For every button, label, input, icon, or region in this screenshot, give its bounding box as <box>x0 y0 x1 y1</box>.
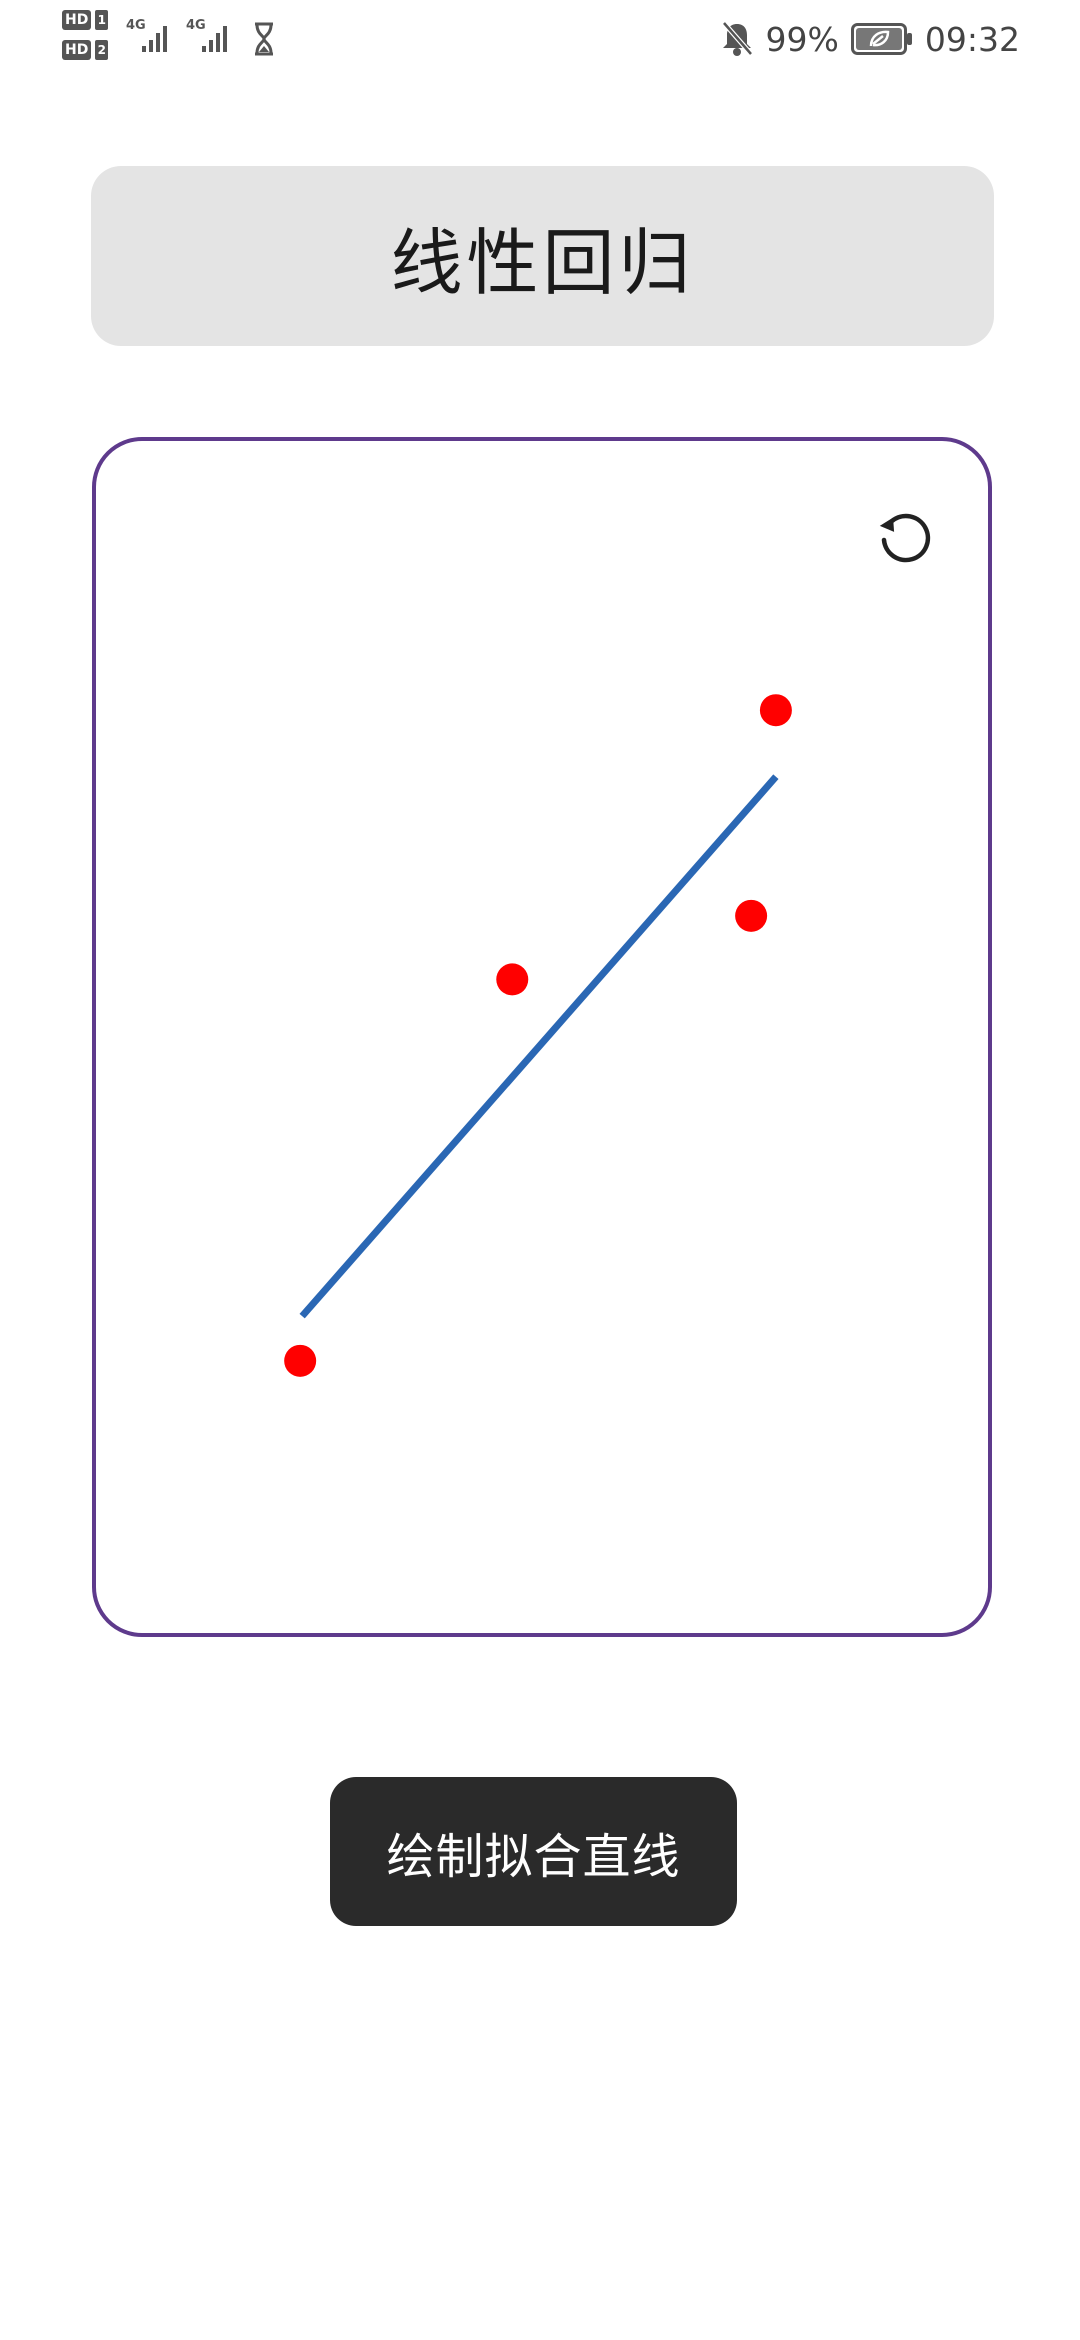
status-right: 99% 09:32 <box>720 14 1020 64</box>
battery-percent: 99% <box>765 19 839 59</box>
sim-badges: HD 1 HD 2 <box>62 8 118 68</box>
sim2-badge: HD 2 <box>62 38 118 62</box>
page-title: 线性回归 <box>390 220 695 305</box>
title-banner: 线性回归 <box>91 166 994 346</box>
battery-saver-icon <box>850 23 912 55</box>
hourglass-icon <box>255 22 273 56</box>
data-point-2 <box>496 963 529 996</box>
data-point-3 <box>735 899 768 932</box>
plot-canvas[interactable] <box>92 437 992 1637</box>
sim1-badge: HD 1 <box>62 8 118 32</box>
refresh-icon[interactable] <box>870 503 940 573</box>
fit-line <box>299 774 779 1319</box>
data-point-1 <box>284 1344 317 1377</box>
bell-muted-icon <box>721 21 753 56</box>
data-point-4 <box>759 694 792 727</box>
clock: 09:32 <box>924 19 1020 59</box>
status-bar: HD 1 HD 2 4G 4G <box>0 0 1080 80</box>
scatter-plot <box>284 694 792 1377</box>
draw-fit-line-button[interactable]: 绘制拟合直线 <box>330 1777 737 1926</box>
